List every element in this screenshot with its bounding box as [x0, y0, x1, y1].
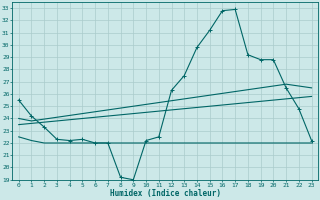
X-axis label: Humidex (Indice chaleur): Humidex (Indice chaleur) [110, 189, 220, 198]
